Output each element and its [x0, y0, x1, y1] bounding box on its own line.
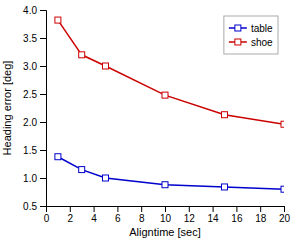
tick: 14 [208, 206, 220, 224]
tick: 4.0 [23, 5, 46, 16]
tick-label: 3.5 [23, 33, 37, 44]
tick-label: 2.0 [23, 117, 37, 128]
tick: 0.5 [23, 201, 46, 212]
y-axis-title: Heading error [deg] [1, 61, 13, 156]
tick-mark [70, 206, 71, 212]
legend-marker [235, 25, 241, 31]
tick-label: 1.0 [23, 173, 37, 184]
point-marker [222, 112, 228, 118]
tick-label: 0.5 [23, 201, 37, 212]
legend-label: table [251, 23, 273, 34]
tick-mark [284, 206, 285, 212]
tick-label: 12 [184, 213, 196, 224]
tick: 2 [68, 206, 74, 224]
tick-label: 0 [44, 213, 50, 224]
tick: 3.0 [23, 61, 46, 72]
point-marker [103, 175, 109, 181]
legend-box [224, 16, 278, 54]
point-marker [281, 186, 284, 192]
tick-mark [117, 206, 118, 212]
point-marker [162, 182, 168, 188]
legend-marker [235, 39, 241, 45]
tick-mark [40, 10, 46, 11]
tick-label: 20 [279, 213, 291, 224]
tick: 3.5 [23, 33, 46, 44]
tick-mark [40, 150, 46, 151]
x-axis-title: Aligntime [sec] [129, 226, 201, 238]
tick-mark [141, 206, 142, 212]
tick-mark [40, 122, 46, 123]
axis-line [47, 207, 285, 213]
tick: 12 [184, 206, 196, 224]
tick-label: 16 [231, 213, 243, 224]
tick: 16 [231, 206, 243, 224]
tick: 18 [255, 206, 267, 224]
tick-label: 14 [208, 213, 220, 224]
plot: 0 2 4 6 8 10 12 14 16 18 20 0.5 1.0 1.5 2.0 2.5 3.0 3.5 4.… [23, 5, 290, 224]
point-marker [79, 167, 85, 173]
tick-label: 18 [255, 213, 267, 224]
series-line [58, 20, 284, 124]
tick: 8 [139, 206, 145, 224]
x-axis: 0 2 4 6 8 10 12 14 16 18 20 [44, 206, 291, 224]
point-marker [103, 63, 109, 69]
tick-mark [40, 38, 46, 39]
legend-entry: shoe [229, 37, 273, 48]
tick-mark [260, 206, 261, 212]
legend-label: shoe [251, 37, 273, 48]
tick-label: 2 [68, 213, 74, 224]
tick-label: 2.5 [23, 89, 37, 100]
tick: 6 [115, 206, 121, 224]
y-axis: 0.5 1.0 1.5 2.0 2.5 3.0 3.5 4.0 [23, 5, 46, 212]
tick-label: 8 [139, 213, 145, 224]
point-marker [79, 52, 85, 58]
tick-label: 6 [115, 213, 121, 224]
point-marker [55, 17, 61, 23]
point-marker [281, 121, 284, 127]
tick-label: 10 [160, 213, 172, 224]
point-marker [162, 92, 168, 98]
tick: 1.0 [23, 173, 46, 184]
tick-label: 1.5 [23, 145, 37, 156]
tick: 10 [160, 206, 172, 224]
tick-mark [189, 206, 190, 212]
tick: 0 [44, 206, 50, 224]
tick-label: 4.0 [23, 5, 37, 16]
chart: 0 2 4 6 8 10 12 14 16 18 20 0.5 1.0 1.5 2.0 2.5 3.0 3.5 4.… [0, 0, 296, 240]
point-marker [55, 154, 61, 160]
tick-mark [94, 206, 95, 212]
tick-mark [40, 178, 46, 179]
legend-entry: table [229, 23, 273, 34]
tick-mark [40, 94, 46, 95]
tick: 20 [279, 206, 291, 224]
tick-mark [165, 206, 166, 212]
tick-mark [236, 206, 237, 212]
tick: 2.5 [23, 89, 46, 100]
tick-label: 3.0 [23, 61, 37, 72]
tick-label: 4 [91, 213, 97, 224]
tick-mark [213, 206, 214, 212]
tick-mark [40, 66, 46, 67]
tick: 2.0 [23, 117, 46, 128]
tick-mark [40, 206, 46, 207]
series-line [58, 157, 284, 189]
axis-line [40, 11, 47, 207]
point-marker [222, 184, 228, 190]
legend: table shoe [224, 16, 278, 54]
tick: 1.5 [23, 145, 46, 156]
tick: 4 [91, 206, 97, 224]
